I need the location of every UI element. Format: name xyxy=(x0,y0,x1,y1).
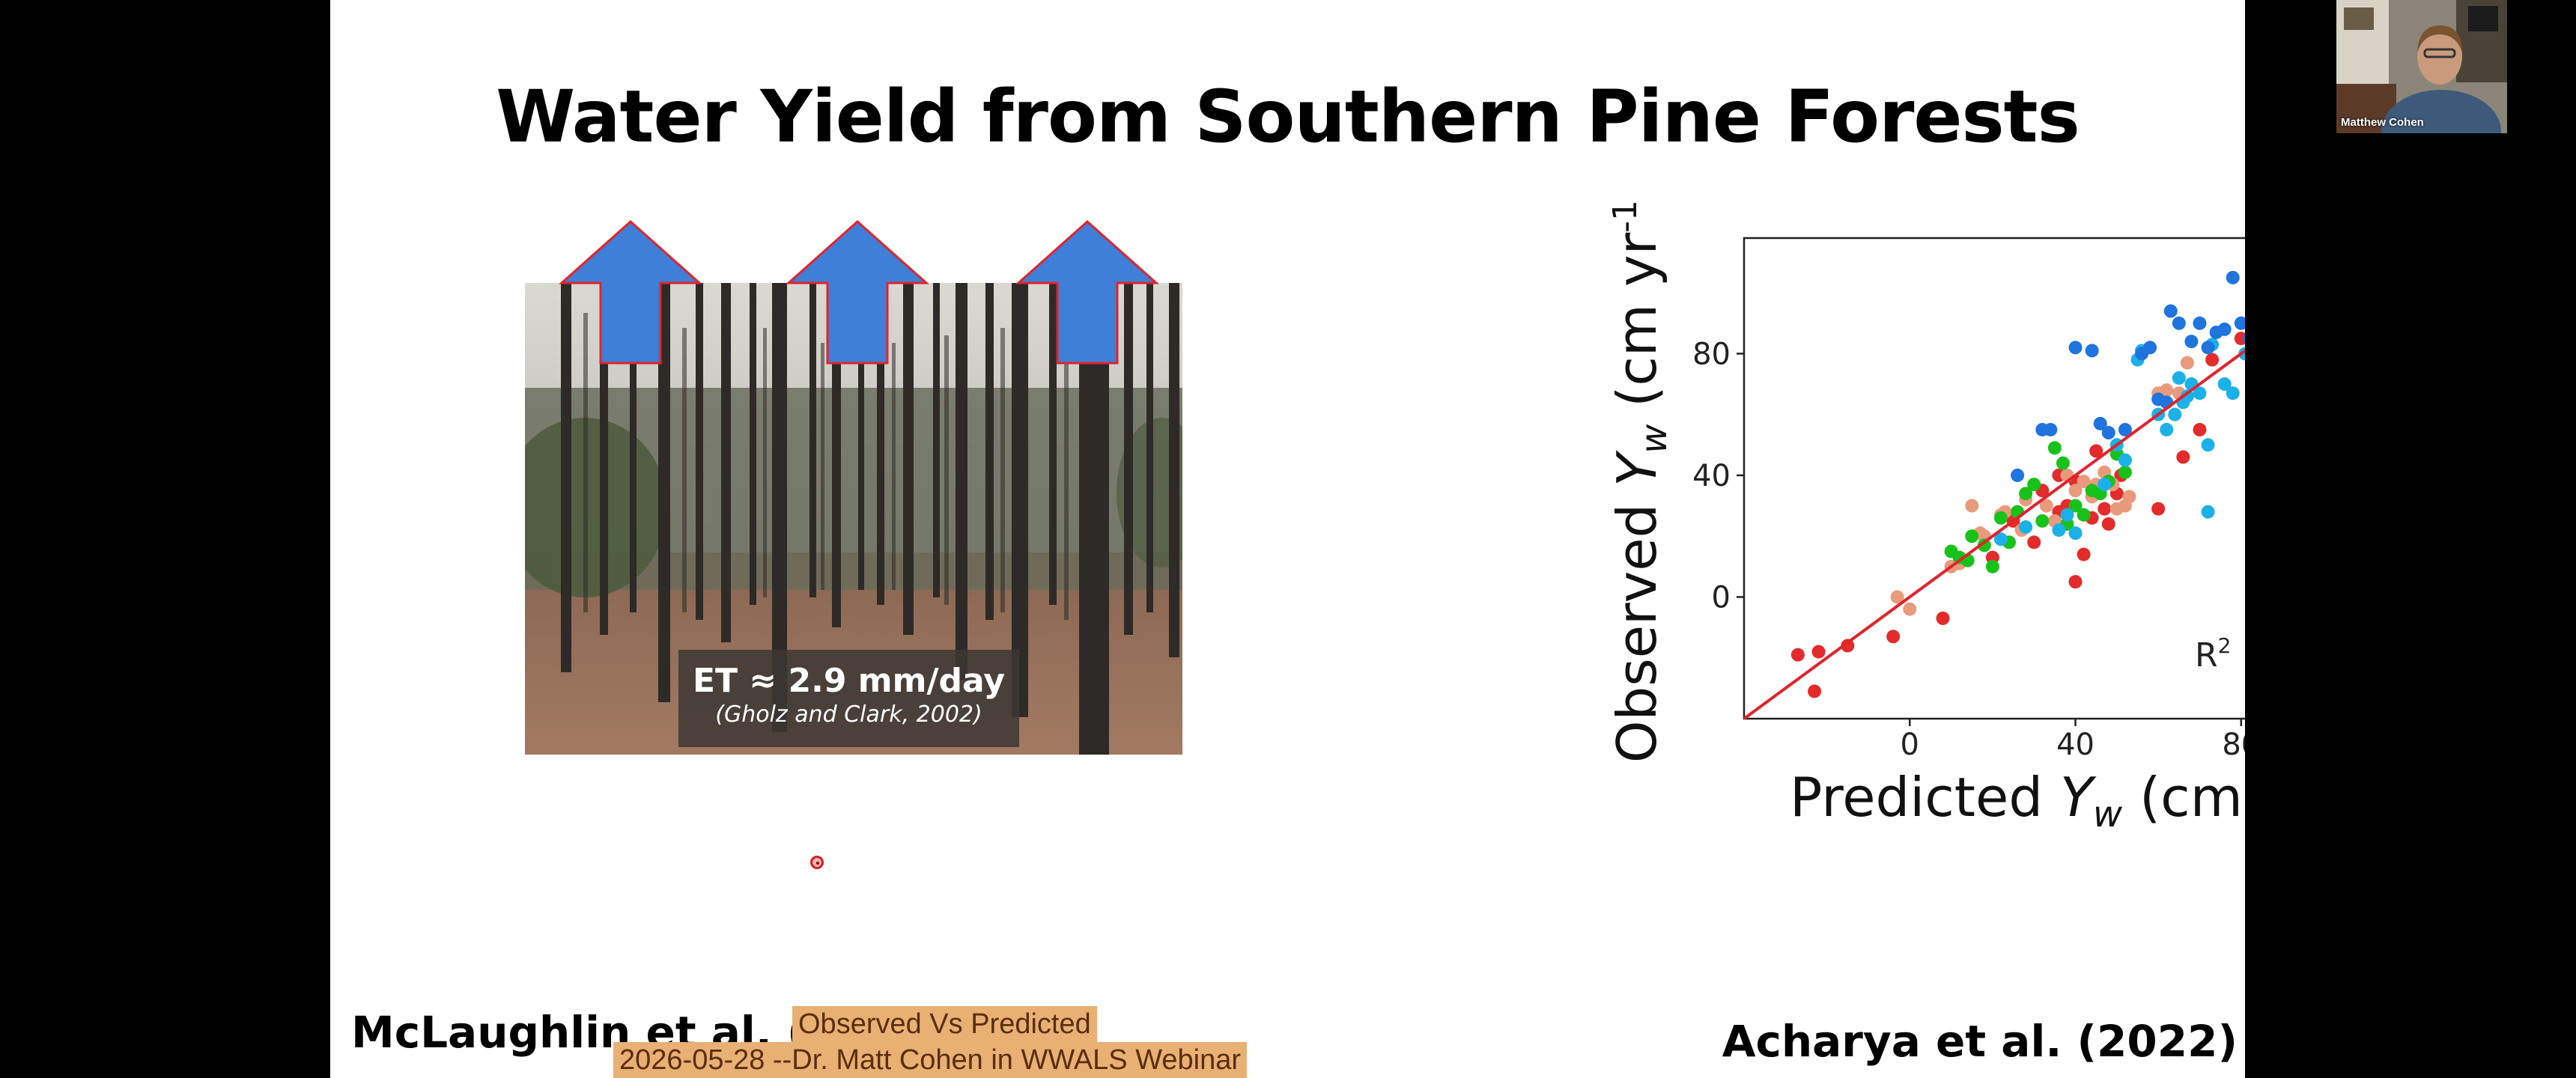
data-point xyxy=(2060,508,2074,522)
data-point xyxy=(2097,502,2112,516)
data-point xyxy=(2151,502,2166,516)
data-point xyxy=(1993,532,2008,546)
x-tick-label: 80 xyxy=(2222,728,2245,762)
data-point xyxy=(2201,505,2215,519)
data-point xyxy=(2068,341,2083,355)
caption-line-1: Observed Vs Predicted xyxy=(792,1006,1097,1042)
plot-frame xyxy=(1743,237,2245,720)
data-point xyxy=(2047,441,2062,455)
data-point xyxy=(1841,639,1855,653)
data-point xyxy=(2122,490,2136,504)
data-point xyxy=(1977,538,1991,552)
data-point xyxy=(2093,416,2107,430)
data-point xyxy=(2176,450,2190,464)
x-tick-label: 40 xyxy=(2056,728,2094,762)
fit-line xyxy=(1743,349,2245,720)
data-point xyxy=(2193,386,2207,401)
data-point xyxy=(2180,356,2194,370)
data-point xyxy=(2201,341,2215,355)
data-point xyxy=(1890,590,1904,604)
data-point xyxy=(2044,422,2058,436)
y-tick-label: 80 xyxy=(1692,337,1731,371)
data-point xyxy=(2205,353,2220,367)
x-axis-label: Predicted Yw (cm yr-1) xyxy=(1790,766,2245,835)
data-point xyxy=(2242,333,2245,344)
data-point xyxy=(2068,484,2083,498)
data-point xyxy=(2234,316,2245,330)
y-axis-label: Observed Yw (cm yr-1) xyxy=(1606,202,1675,763)
data-point xyxy=(1903,602,1917,616)
data-point xyxy=(1965,499,1979,513)
data-point xyxy=(2039,499,2053,513)
data-point xyxy=(2118,453,2132,467)
y-tick-label: 40 xyxy=(1692,459,1731,493)
data-point xyxy=(2068,499,2083,513)
data-point xyxy=(2101,426,2115,440)
data-point xyxy=(1886,630,1901,644)
data-point xyxy=(2077,547,2091,561)
observed-vs-predicted-chart: 0 40 80 0 40 80 R2 = 0.77 Predicted Yw (cm yr-1… xyxy=(1606,202,2245,835)
participant-name: Matthew Cohen xyxy=(2341,116,2424,129)
data-point xyxy=(2035,514,2050,528)
laser-pointer xyxy=(810,856,824,869)
data-point xyxy=(2184,335,2199,349)
data-point xyxy=(2052,523,2066,538)
data-point xyxy=(2168,407,2182,421)
y-tick-label: 0 xyxy=(1712,580,1731,615)
participant-video-tile[interactable]: Matthew Cohen xyxy=(2336,0,2507,133)
data-point xyxy=(2027,478,2041,492)
et-value-label: ET ≈ 2.9 mm/day xyxy=(692,662,1006,700)
slide-title: Water Yield from Southern Pine Forests xyxy=(496,75,2080,159)
data-point xyxy=(2172,371,2186,385)
data-point xyxy=(2068,575,2083,589)
data-point xyxy=(2163,304,2178,318)
data-point xyxy=(2011,468,2025,482)
data-point xyxy=(2077,475,2091,489)
data-point xyxy=(2118,465,2132,479)
data-point xyxy=(2056,456,2070,470)
data-point xyxy=(2160,383,2174,398)
data-point xyxy=(2234,332,2245,346)
data-point xyxy=(2101,517,2115,531)
data-point xyxy=(2180,389,2194,404)
data-point xyxy=(2226,270,2240,284)
data-point xyxy=(1811,645,1826,659)
data-point xyxy=(1993,511,2008,525)
data-point xyxy=(2226,386,2240,401)
data-point xyxy=(2097,478,2112,492)
data-point xyxy=(2019,487,2033,501)
data-point xyxy=(1985,559,1999,573)
presentation-slide: Water Yield from Southern Pine Forests xyxy=(330,0,2245,1078)
participant-video-frame xyxy=(2336,0,2507,133)
caption-line-2: 2026-05-28 --Dr. Matt Cohen in WWALS Web… xyxy=(613,1042,1248,1078)
data-point xyxy=(1790,648,1805,662)
data-point xyxy=(2201,438,2215,452)
x-tick-label: 0 xyxy=(1901,728,1919,762)
data-point xyxy=(2027,535,2041,549)
et-citation: (Gholz and Clark, 2002) xyxy=(715,701,982,728)
data-point xyxy=(2217,322,2232,336)
r-squared-annotation: R2 = 0.77 xyxy=(2195,633,2245,674)
data-point xyxy=(2118,422,2132,436)
data-point xyxy=(1936,611,1950,625)
citation-right: Acharya et al. (2022) xyxy=(1722,1016,2238,1067)
data-point xyxy=(2068,526,2083,540)
data-point xyxy=(2193,316,2207,330)
data-point xyxy=(1965,529,1979,543)
data-point xyxy=(2077,508,2091,522)
data-point xyxy=(2089,444,2103,458)
data-point xyxy=(2172,316,2186,330)
data-point xyxy=(2019,520,2033,535)
data-point xyxy=(2085,344,2099,358)
data-point xyxy=(2193,422,2207,436)
data-point xyxy=(2143,341,2157,355)
data-point xyxy=(2160,422,2174,436)
data-point xyxy=(1808,684,1822,698)
data-point xyxy=(2217,377,2232,392)
et-overlay: ET ≈ 2.9 mm/day (Gholz and Clark, 2002) xyxy=(678,650,1019,747)
